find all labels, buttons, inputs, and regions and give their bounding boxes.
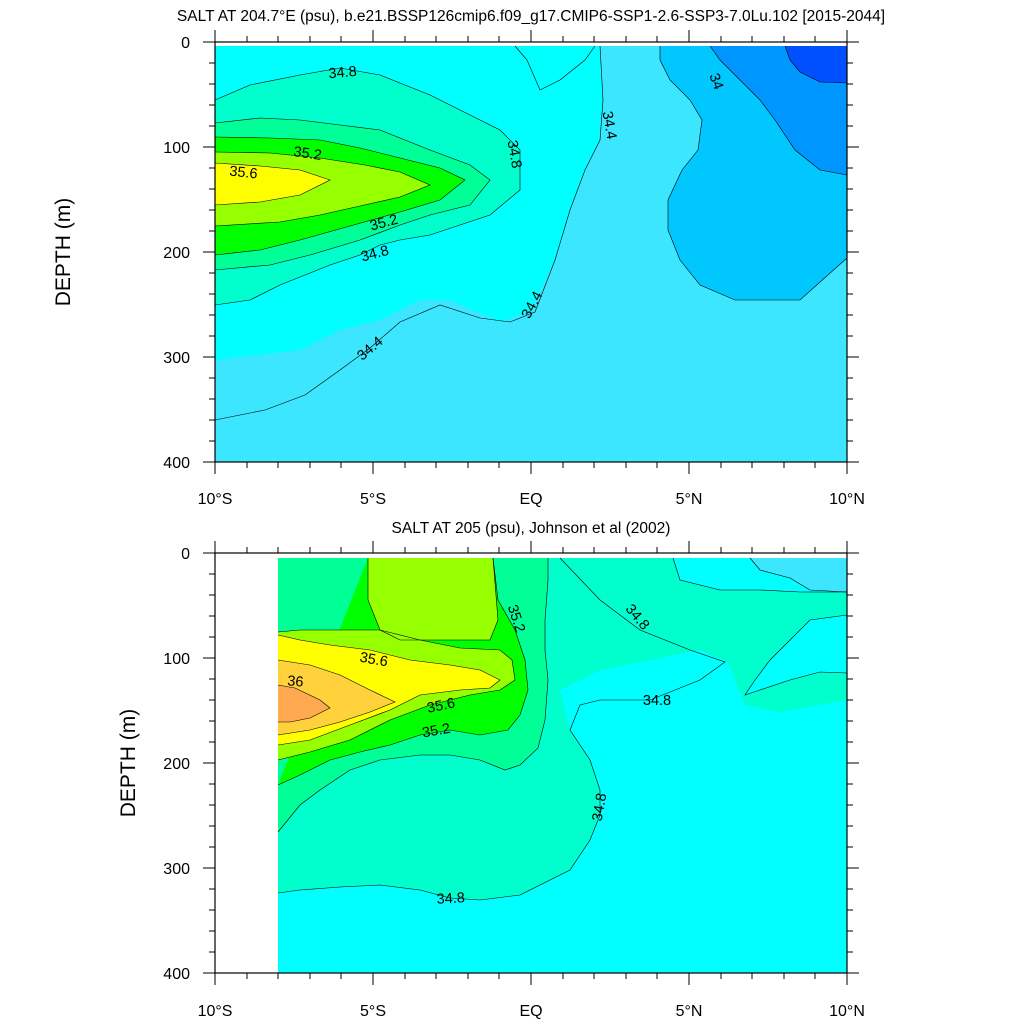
fill-35.6-35.8: [215, 163, 330, 205]
x-tick-label: 5°S: [360, 1003, 386, 1020]
bottom-panel: SALT AT 205 (psu), Johnson et al (2002): [117, 520, 865, 1020]
contour-label: 35.6: [426, 695, 457, 717]
contour-line-35.2: [214, 136, 466, 256]
top-y-axis-label: DEPTH (m): [52, 198, 75, 307]
contour-label: 34.4: [599, 110, 620, 141]
y-tick-label: 400: [163, 455, 190, 472]
bottom-x-ticks: [214, 541, 848, 985]
contour-label: 34.8: [359, 243, 390, 266]
x-tick-label: 5°S: [360, 491, 386, 508]
x-tick-label: 10°S: [198, 491, 233, 508]
x-tick-label: 10°S: [198, 1003, 233, 1020]
contour-line-34.8-south: [277, 557, 726, 901]
contour-line-34.0: [784, 45, 848, 84]
fill-34.4-34.6: [750, 558, 847, 592]
contour-label: 36: [287, 673, 304, 690]
bottom-contour-lines: [277, 557, 848, 901]
x-tick-label: EQ: [519, 491, 542, 508]
top-contour-fills: [215, 46, 847, 462]
top-contour-lines: [214, 45, 848, 421]
contour-line-34.8-outer: [214, 67, 521, 306]
contour-label: 34.8: [504, 139, 525, 170]
contour-label: 34.8: [328, 64, 358, 82]
contour-line-34.8-main: [672, 557, 847, 593]
contour-line-34.8-lobe: [744, 614, 848, 696]
contour-label: 34.8: [436, 890, 465, 907]
y-tick-label: 0: [181, 35, 190, 52]
bottom-contour-labels: 35.2 34.8 35.6 36 35.6 35.2 34.8 34.8 34…: [287, 601, 672, 907]
y-tick-label: 300: [163, 350, 190, 367]
bottom-y-tick-labels: 0 100 200 300 400: [163, 546, 190, 983]
contour-line-35.0: [277, 558, 549, 833]
y-tick-label: 100: [163, 140, 190, 157]
contour-line-34.4-west: [214, 45, 604, 421]
x-tick-label: 5°N: [676, 1003, 703, 1020]
x-tick-label: EQ: [519, 1003, 542, 1020]
x-tick-label: 10°N: [829, 491, 865, 508]
contour-label: 34.8: [643, 693, 671, 709]
top-x-tick-labels: 10°S 5°S EQ 5°N 10°N: [198, 491, 865, 508]
top-panel: SALT AT 204.7°E (psu), b.e21.BSSP126cmip…: [52, 8, 885, 508]
y-tick-label: 200: [163, 245, 190, 262]
y-tick-label: 0: [181, 546, 190, 563]
contour-line-35.0: [214, 117, 491, 271]
y-tick-label: 300: [163, 861, 190, 878]
top-x-ticks: [214, 30, 848, 474]
contour-line-34.6: [749, 557, 848, 593]
fill-lt-34.0: [785, 46, 847, 83]
fill-34.4-34.6-east: [745, 615, 847, 695]
contour-label: 35.6: [229, 164, 259, 183]
contour-label: 35.2: [292, 144, 322, 164]
contour-label: 35.2: [368, 212, 399, 235]
contour-line-35.2: [277, 557, 529, 786]
y-tick-label: 400: [163, 966, 190, 983]
top-y-tick-labels: 0 100 200 300 400: [163, 35, 190, 472]
contour-line-35.4-upper: [367, 557, 499, 641]
bottom-chart-title: SALT AT 205 (psu), Johnson et al (2002): [392, 520, 671, 537]
fill-gt-36.0: [278, 685, 330, 722]
y-tick-label: 200: [163, 756, 190, 773]
contour-line-35.6: [214, 162, 331, 206]
contour-line-34.4-east: [659, 46, 848, 301]
contour-line-34.6-east: [514, 45, 596, 91]
top-y-ticks: [203, 41, 859, 463]
contour-label: 34: [705, 71, 726, 92]
contour-label: 35.2: [421, 721, 452, 742]
y-tick-label: 100: [163, 651, 190, 668]
contour-line-35.4: [214, 151, 431, 227]
contour-line-35.8: [277, 659, 396, 736]
top-chart-title: SALT AT 204.7°E (psu), b.e21.BSSP126cmip…: [177, 8, 885, 25]
bottom-y-axis-label: DEPTH (m): [117, 709, 140, 818]
x-tick-label: 5°N: [676, 491, 703, 508]
contour-line-34.2: [709, 45, 848, 176]
bottom-y-ticks: [203, 552, 859, 974]
contour-line-36.0: [277, 684, 331, 723]
contour-line-35.4: [277, 629, 516, 761]
contour-label: 35.6: [358, 650, 389, 671]
bottom-contour-fills: [278, 558, 847, 973]
contour-line-35.6: [277, 634, 501, 746]
bottom-x-tick-labels: 10°S 5°S EQ 5°N 10°N: [198, 1003, 865, 1020]
contour-label: 34.8: [590, 792, 611, 823]
x-tick-label: 10°N: [829, 1003, 865, 1020]
